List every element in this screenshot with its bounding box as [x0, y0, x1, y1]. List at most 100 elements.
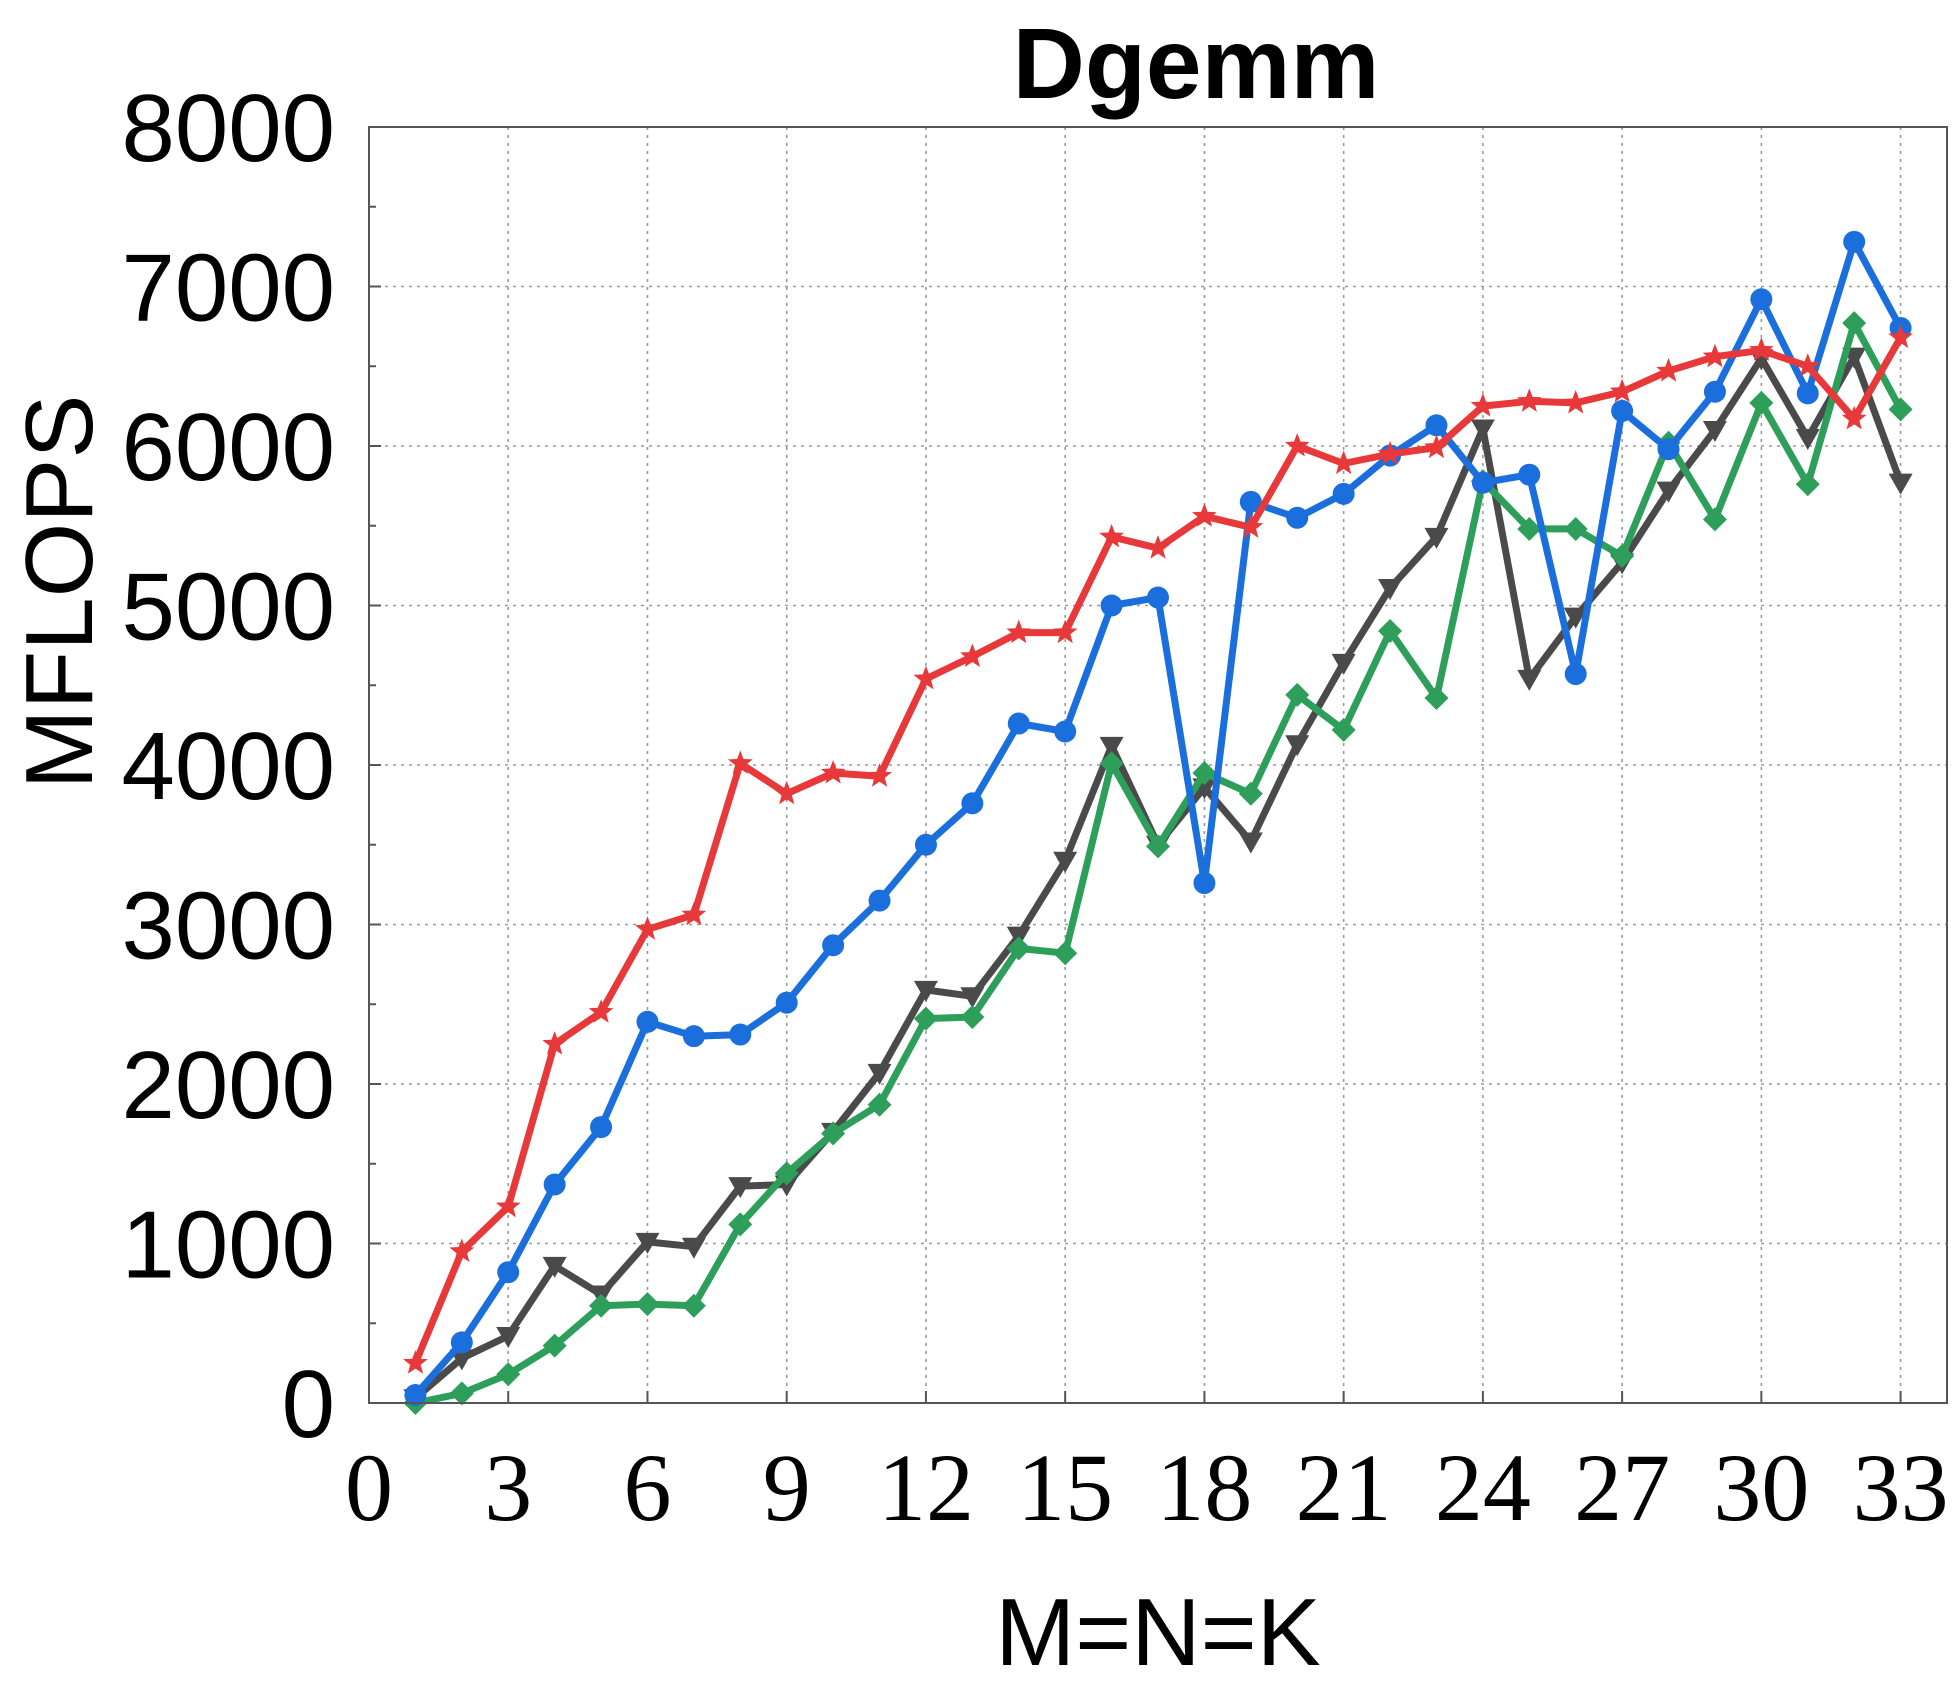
series-2 — [404, 230, 1912, 1407]
series-1-point-27 — [1609, 378, 1635, 403]
series-2-point-2 — [450, 1331, 473, 1354]
y-tick-label: 2000 — [121, 1032, 335, 1139]
series-4-point-29 — [1702, 507, 1727, 532]
series-3-point-33 — [1888, 473, 1913, 495]
series-1-point-11 — [867, 763, 892, 787]
series-3-point-2 — [449, 1349, 474, 1371]
series-1-point-23 — [1424, 434, 1449, 459]
series-2-point-13 — [961, 792, 984, 815]
series-1-point-17 — [1145, 535, 1171, 559]
series-3-point-31 — [1795, 429, 1820, 451]
series-3 — [403, 347, 1913, 1411]
series-4-point-12 — [913, 1006, 938, 1031]
series-2-point-16 — [1100, 594, 1123, 617]
x-tick-label: 12 — [878, 1434, 974, 1541]
series-2-point-4 — [543, 1173, 566, 1196]
series-3-point-15 — [1053, 851, 1078, 873]
series-1-point-10 — [820, 760, 846, 784]
y-tick-label: 5000 — [121, 554, 335, 661]
chart-title: Dgemm — [1013, 8, 1380, 120]
series-3-point-29 — [1702, 421, 1727, 443]
series-3-point-21 — [1331, 653, 1356, 675]
series-2-point-29 — [1703, 380, 1726, 403]
series-1-point-12 — [913, 665, 939, 690]
series-4-point-8 — [728, 1212, 753, 1237]
series-4-point-11 — [867, 1092, 892, 1117]
series-4-point-30 — [1749, 390, 1774, 415]
series-1-point-18 — [1192, 503, 1217, 527]
y-tick-label: 4000 — [121, 713, 335, 820]
series-4-point-9 — [774, 1161, 799, 1186]
series-2-point-28 — [1657, 438, 1680, 461]
y-tick-label: 0 — [282, 1351, 335, 1458]
series-4-point-2 — [449, 1381, 474, 1406]
x-tick-label: 18 — [1156, 1434, 1252, 1541]
series-4-point-7 — [681, 1293, 706, 1318]
series-1-point-1 — [403, 1350, 428, 1374]
series-1-point-15 — [1052, 619, 1078, 644]
y-tick-label: 1000 — [121, 1192, 335, 1299]
series-3-point-7 — [681, 1237, 706, 1259]
series-1-point-30 — [1749, 337, 1774, 361]
series-3-point-12 — [913, 980, 938, 1002]
series-3-point-25 — [1517, 669, 1542, 691]
series-1-point-32 — [1841, 405, 1867, 430]
series-3-point-13 — [960, 987, 985, 1009]
series-2-point-3 — [497, 1261, 520, 1284]
grid — [368, 126, 1947, 1404]
series-2-point-9 — [775, 991, 798, 1014]
series-1-point-24 — [1470, 393, 1496, 417]
series-4-point-6 — [635, 1292, 660, 1317]
series-1-point-28 — [1656, 358, 1681, 382]
x-tick-label: 30 — [1713, 1434, 1809, 1541]
series-3-point-28 — [1656, 481, 1681, 503]
series-1-point-3 — [495, 1193, 521, 1218]
x-tick-label: 21 — [1296, 1434, 1392, 1541]
series-2-point-11 — [868, 889, 891, 912]
series-4-point-17 — [1146, 834, 1170, 859]
series-4-point-13 — [960, 1005, 985, 1030]
series-3-point-19 — [1238, 832, 1263, 854]
y-tick-label: 7000 — [121, 235, 335, 342]
series-2-line — [411, 238, 1905, 1399]
series-1-point-33 — [1888, 324, 1913, 349]
series-4-point-16 — [1099, 751, 1124, 776]
x-tick-label: 6 — [623, 1434, 671, 1541]
series-3-point-24 — [1470, 419, 1495, 441]
series-1-point-26 — [1563, 389, 1589, 414]
series-1-point-25 — [1516, 388, 1542, 412]
series-2-point-8 — [729, 1023, 752, 1046]
series-3-point-20 — [1285, 735, 1310, 757]
series-1-point-29 — [1702, 343, 1728, 368]
series-1-point-5 — [588, 999, 614, 1023]
series-2-point-5 — [590, 1116, 613, 1139]
y-tick-label: 8000 — [121, 75, 335, 182]
series-1-point-14 — [1006, 619, 1032, 644]
series-3-point-6 — [635, 1232, 660, 1254]
series-2-point-14 — [1007, 712, 1030, 735]
x-tick-label: 0 — [345, 1434, 393, 1541]
y-tick-labels: 0 1000 2000 3000 4000 5000 6000 7000 8000 — [121, 75, 335, 1458]
series-4-point-27 — [1610, 544, 1635, 569]
series-2-point-20 — [1286, 506, 1309, 529]
series-1-point-13 — [960, 643, 985, 668]
series-2-point-23 — [1425, 414, 1448, 437]
y-axis-label: MFLOPS — [6, 395, 113, 790]
series-2-point-19 — [1239, 490, 1262, 513]
series-4-point-22 — [1378, 619, 1403, 644]
series-4-point-33 — [1888, 397, 1913, 422]
series-2-point-12 — [914, 833, 937, 856]
series-2-point-30 — [1750, 288, 1773, 311]
series-4-point-5 — [589, 1293, 614, 1318]
x-tick-label: 33 — [1853, 1434, 1949, 1541]
y-tick-label: 6000 — [121, 394, 335, 501]
series-2-point-1 — [404, 1384, 427, 1407]
series-2-point-26 — [1564, 663, 1587, 686]
series-3-point-3 — [496, 1327, 521, 1349]
series-2-point-17 — [1147, 586, 1169, 609]
series-2-point-18 — [1193, 872, 1216, 895]
series-2-point-31 — [1796, 382, 1819, 405]
series-1-point-31 — [1795, 353, 1821, 377]
x-tick-label: 27 — [1574, 1434, 1670, 1541]
